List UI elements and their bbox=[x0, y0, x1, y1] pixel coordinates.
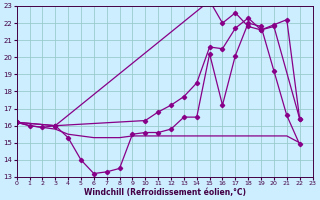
X-axis label: Windchill (Refroidissement éolien,°C): Windchill (Refroidissement éolien,°C) bbox=[84, 188, 245, 197]
